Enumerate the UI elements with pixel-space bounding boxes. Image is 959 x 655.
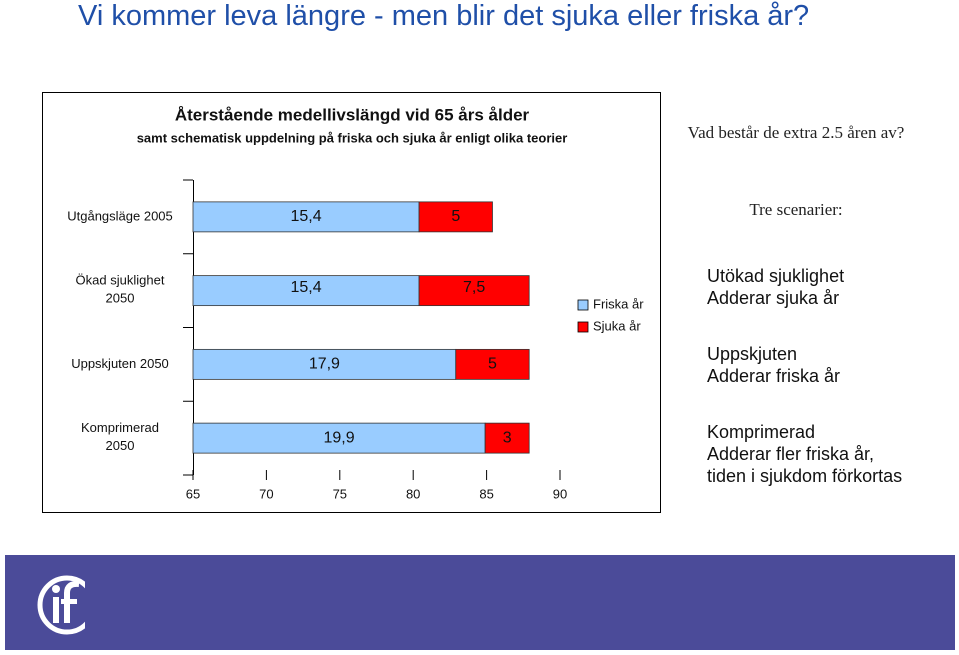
category-label: Ökad sjuklighet 2050 bbox=[76, 273, 165, 306]
x-tick-label: 65 bbox=[186, 486, 200, 501]
x-tick-label: 75 bbox=[333, 486, 347, 501]
bar-segment bbox=[192, 348, 457, 380]
value-label: 15,4 bbox=[290, 208, 321, 225]
value-label: 19,9 bbox=[323, 429, 354, 446]
legend-swatch bbox=[577, 299, 589, 311]
value-label: 17,9 bbox=[309, 356, 340, 373]
legend-label: Sjuka år bbox=[593, 318, 641, 333]
bar-segment bbox=[418, 201, 493, 233]
category-label: Utgångsläge 2005 bbox=[67, 208, 173, 223]
value-label: 3 bbox=[503, 429, 512, 446]
bar-segment bbox=[484, 422, 530, 454]
scenario-text: Adderar friska år bbox=[707, 366, 841, 386]
value-label: 5 bbox=[451, 208, 460, 225]
x-tick-label: 80 bbox=[406, 486, 420, 501]
scenario-title: Utökad sjuklighet bbox=[707, 266, 845, 286]
scenario: Komprimerad Adderar fler friska år, tiden… bbox=[707, 421, 907, 487]
logo bbox=[37, 575, 97, 635]
slide-title: Vi kommer leva längre - men blir det sju… bbox=[78, 0, 810, 32]
scenario: Uppskjuten Adderar friska år bbox=[707, 343, 907, 387]
x-tick-label: 90 bbox=[553, 486, 567, 501]
chart-subtitle: samt schematisk uppdelning på friska och… bbox=[137, 130, 568, 145]
category-label: Uppskjuten 2050 bbox=[71, 356, 169, 371]
x-tick-label: 70 bbox=[259, 486, 273, 501]
scenario-text: Adderar fler friska år, tiden i sjukdom … bbox=[707, 444, 903, 486]
intro: Tre scenarier: bbox=[749, 200, 843, 219]
scenario-title: Uppskjuten bbox=[707, 344, 798, 364]
scenario-title: Komprimerad bbox=[707, 422, 816, 442]
value-label: 5 bbox=[488, 356, 497, 373]
value-label: 7,5 bbox=[463, 279, 485, 296]
bar-segment bbox=[192, 275, 420, 307]
footer-band bbox=[5, 555, 955, 650]
scenario: Utökad sjuklighet Adderar sjuka år bbox=[707, 265, 907, 309]
bar-segment bbox=[192, 422, 486, 454]
chart-title: Återstående medellivslängd vid 65 års ål… bbox=[175, 105, 530, 124]
bar-segment bbox=[192, 201, 420, 233]
legend-label: Friska år bbox=[593, 296, 644, 311]
value-label: 15,4 bbox=[290, 279, 321, 296]
chart-frame bbox=[42, 92, 661, 513]
legend-swatch bbox=[577, 321, 589, 333]
category-label: Komprimerad 2050 bbox=[81, 421, 159, 454]
x-tick-label: 85 bbox=[479, 486, 493, 501]
bar-segment bbox=[455, 348, 530, 380]
question: Vad består de extra 2.5 åren av? bbox=[687, 123, 905, 142]
scenario-text: Adderar sjuka år bbox=[707, 288, 840, 308]
bar-segment bbox=[418, 275, 530, 307]
